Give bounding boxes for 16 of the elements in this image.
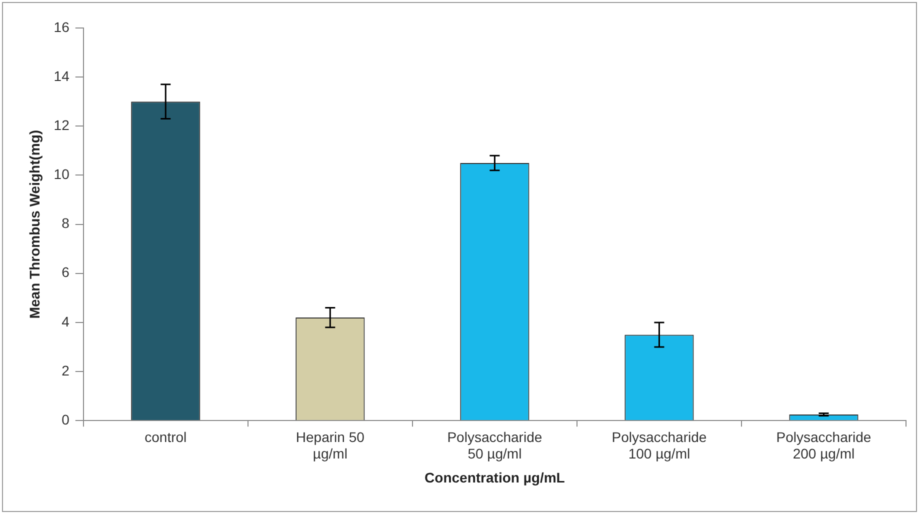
y-tick-label: 6 — [62, 264, 70, 280]
y-axis-title: Mean Thrombus Weight(mg) — [26, 130, 42, 319]
x-tick-label: Polysaccharide 100 µg/ml — [612, 428, 707, 462]
x-tick-label: control — [144, 428, 187, 445]
y-tick-label: 8 — [62, 215, 70, 232]
y-tick-label: 12 — [54, 117, 70, 134]
x-tick-label: Polysaccharide 200 µg/ml — [776, 428, 872, 462]
y-tick-label: 16 — [54, 18, 70, 35]
y-tick-label: 10 — [54, 166, 70, 182]
y-tick-label: 4 — [62, 313, 70, 330]
y-tick-label: 2 — [62, 362, 70, 378]
x-tick-label: Heparin 50 µg/ml — [296, 428, 365, 462]
x-tick-label: Polysaccharide 50 µg/ml — [447, 428, 542, 462]
y-tick-label: 14 — [54, 68, 70, 84]
x-axis-title: Concentration µg/mL — [424, 469, 566, 486]
y-tick-label: 0 — [62, 411, 70, 428]
